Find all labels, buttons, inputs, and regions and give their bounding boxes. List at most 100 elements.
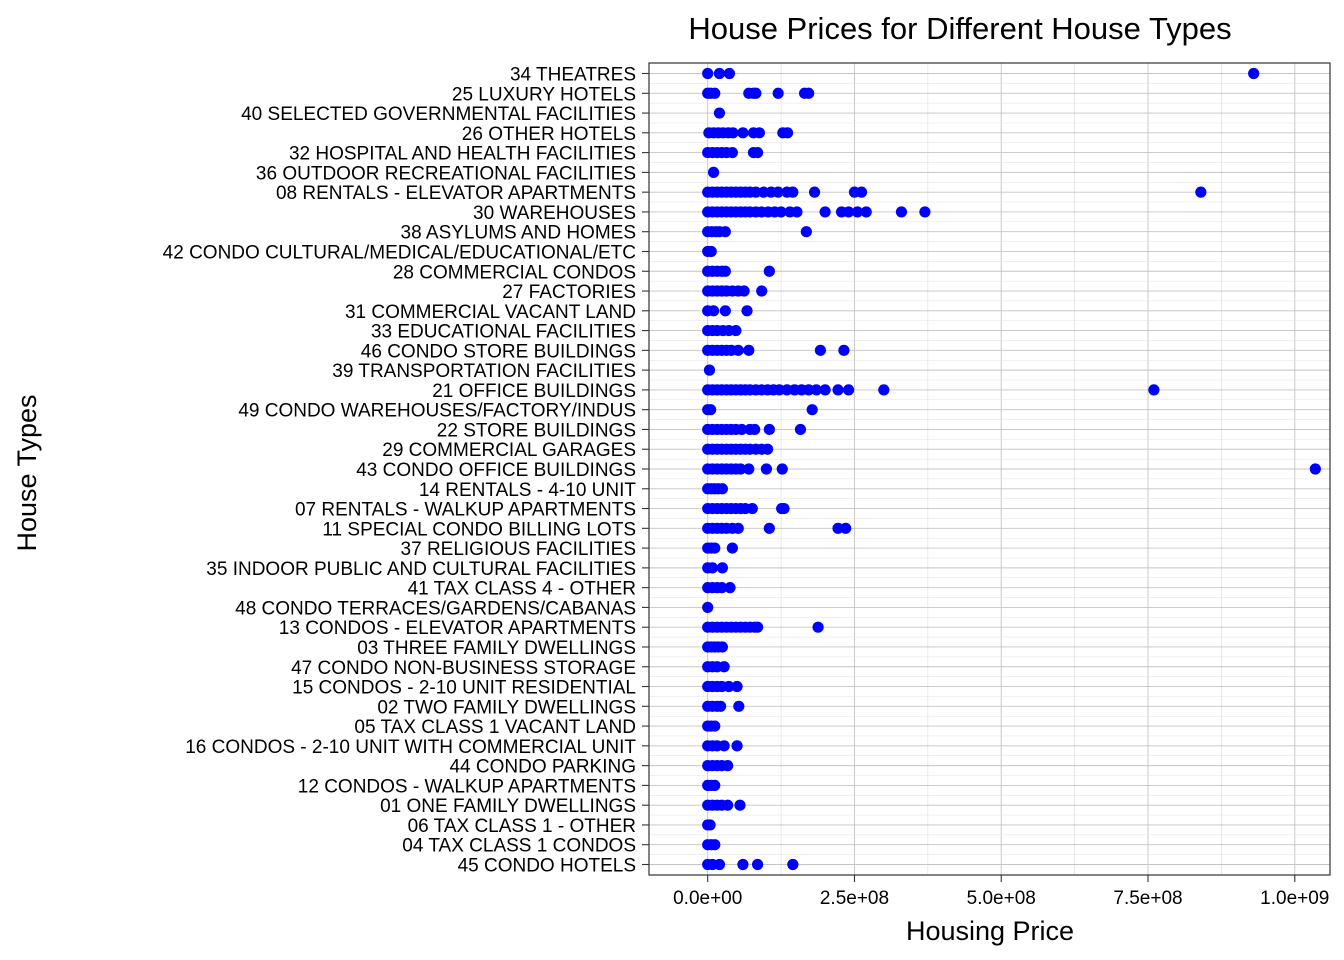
y-tick-label-41-tax-class-4-other: 41 TAX CLASS 4 - OTHER xyxy=(408,579,636,600)
y-tick-label-01-one-family-dwellings: 01 ONE FAMILY DWELLINGS xyxy=(380,796,636,817)
point-34-theatres xyxy=(723,67,736,80)
point-08-rentals-elevator-apartments xyxy=(855,186,868,198)
point-29-commercial-garages xyxy=(761,443,774,455)
y-tick-label-07-rentals-walkup-apartments: 07 RENTALS - WALKUP APARTMENTS xyxy=(295,500,636,521)
point-45-condo-hotels xyxy=(787,858,799,871)
point-41-tax-class-4-other xyxy=(716,582,728,594)
y-tick-label-46-condo-store-buildings: 46 CONDO STORE BUILDINGS xyxy=(361,341,636,362)
point-01-one-family-dwellings xyxy=(734,799,746,811)
point-36-outdoor-recreational-facilities xyxy=(707,166,720,178)
y-tick-label-08-rentals-elevator-apartments: 08 RENTALS - ELEVATOR APARTMENTS xyxy=(276,183,636,204)
point-25-luxury-hotels xyxy=(803,87,815,99)
point-43-condo-office-buildings xyxy=(760,463,773,475)
y-tick-label-42-condo-cultural-medical-educational-etc: 42 CONDO CULTURAL/MEDICAL/EDUCATIONAL/ET… xyxy=(163,242,636,263)
point-43-condo-office-buildings xyxy=(776,463,788,475)
point-46-condo-store-buildings xyxy=(743,344,755,356)
point-25-luxury-hotels xyxy=(750,87,762,99)
point-16-condos-2-10-unit-with-commercial-unit xyxy=(718,740,730,752)
point-02-two-family-dwellings xyxy=(733,700,745,712)
y-tick-label-34-theatres: 34 THEATRES xyxy=(510,65,636,86)
point-45-condo-hotels xyxy=(752,858,764,871)
point-11-special-condo-billing-lots xyxy=(763,522,775,534)
point-14-rentals-4-10-unit xyxy=(716,483,728,495)
point-32-hospital-and-health-facilities xyxy=(726,147,738,159)
y-tick-label-14-rentals-4-10-unit: 14 RENTALS - 4-10 UNIT xyxy=(419,480,637,501)
point-21-office-buildings xyxy=(1148,384,1160,396)
point-26-other-hotels xyxy=(737,127,749,139)
y-tick-label-06-tax-class-1-other: 06 TAX CLASS 1 - OTHER xyxy=(408,816,636,837)
y-tick-label-39-transportation-facilities: 39 TRANSPORTATION FACILITIES xyxy=(332,361,636,382)
point-40-selected-governmental-facilities xyxy=(713,107,726,119)
y-tick-label-13-condos-elevator-apartments: 13 CONDOS - ELEVATOR APARTMENTS xyxy=(279,618,636,639)
point-25-luxury-hotels xyxy=(709,87,721,99)
point-37-religious-facilities xyxy=(709,542,721,554)
x-tick-label-1: 2.5e+08 xyxy=(820,888,889,909)
point-46-condo-store-buildings xyxy=(814,344,827,356)
y-tick-label-37-religious-facilities: 37 RELIGIOUS FACILITIES xyxy=(401,539,636,560)
point-30-warehouses xyxy=(819,206,831,218)
point-39-transportation-facilities xyxy=(703,364,716,376)
point-28-commercial-condos xyxy=(763,265,775,277)
point-22-store-buildings xyxy=(749,423,761,436)
point-43-condo-office-buildings xyxy=(734,463,747,475)
point-44-condo-parking xyxy=(722,760,734,772)
point-22-store-buildings xyxy=(736,423,748,436)
point-13-condos-elevator-apartments xyxy=(752,621,764,633)
point-26-other-hotels xyxy=(727,127,739,139)
point-30-warehouses xyxy=(843,206,855,218)
y-tick-label-31-commercial-vacant-land: 31 COMMERCIAL VACANT LAND xyxy=(345,302,636,323)
y-tick-label-11-special-condo-billing-lots: 11 SPECIAL CONDO BILLING LOTS xyxy=(322,519,636,540)
point-38-asylums-and-homes xyxy=(800,226,812,238)
point-08-rentals-elevator-apartments xyxy=(787,186,799,198)
point-30-warehouses xyxy=(919,206,931,218)
x-tick-label-4: 1.0e+09 xyxy=(1260,888,1329,909)
y-tick-label-35-indoor-public-and-cultural-facilities: 35 INDOOR PUBLIC AND CULTURAL FACILITIES xyxy=(206,559,636,580)
point-28-commercial-condos xyxy=(719,265,731,277)
x-axis-labels: 0.0e+00 2.5e+08 5.0e+08 7.5e+08 1.0e+09 xyxy=(673,888,1329,909)
point-25-luxury-hotels xyxy=(772,87,784,99)
y-tick-label-27-factories: 27 FACTORIES xyxy=(502,282,636,303)
y-tick-label-44-condo-parking: 44 CONDO PARKING xyxy=(449,757,636,778)
point-49-condo-warehouses-factory-indus xyxy=(806,404,818,416)
point-21-office-buildings xyxy=(832,384,844,396)
point-05-tax-class-1-vacant-land xyxy=(709,720,721,732)
point-30-warehouses xyxy=(791,206,803,218)
point-11-special-condo-billing-lots xyxy=(840,522,852,534)
point-45-condo-hotels xyxy=(737,858,749,871)
point-01-one-family-dwellings xyxy=(722,799,734,811)
point-22-store-buildings xyxy=(794,423,807,436)
point-27-factories xyxy=(756,285,768,297)
point-31-commercial-vacant-land xyxy=(719,305,731,317)
point-21-office-buildings xyxy=(819,384,831,396)
point-07-rentals-walkup-apartments xyxy=(778,502,790,515)
point-03-three-family-dwellings xyxy=(716,641,728,653)
point-42-condo-cultural-medical-educational-etc xyxy=(705,245,717,258)
point-45-condo-hotels xyxy=(713,858,726,871)
point-43-condo-office-buildings xyxy=(1309,463,1321,475)
point-30-warehouses xyxy=(895,206,908,218)
point-21-office-buildings xyxy=(878,384,890,396)
y-tick-label-43-condo-office-buildings: 43 CONDO OFFICE BUILDINGS xyxy=(356,460,636,481)
grid xyxy=(649,63,1330,875)
point-41-tax-class-4-other xyxy=(724,582,736,594)
y-tick-label-25-luxury-hotels: 25 LUXURY HOTELS xyxy=(452,84,636,105)
y-tick-label-05-tax-class-1-vacant-land: 05 TAX CLASS 1 VACANT LAND xyxy=(354,717,636,738)
y-tick-label-12-condos-walkup-apartments: 12 CONDOS - WALKUP APARTMENTS xyxy=(298,776,636,797)
point-15-condos-2-10-unit-residential xyxy=(731,680,743,693)
x-axis-title: Housing Price xyxy=(906,916,1074,946)
point-15-condos-2-10-unit-residential xyxy=(723,680,735,693)
point-46-condo-store-buildings xyxy=(732,344,744,356)
y-tick-label-15-condos-2-10-unit-residential: 15 CONDOS - 2-10 UNIT RESIDENTIAL xyxy=(292,678,636,699)
point-11-special-condo-billing-lots xyxy=(732,522,744,534)
point-34-theatres xyxy=(702,67,714,80)
y-tick-label-45-condo-hotels: 45 CONDO HOTELS xyxy=(458,856,636,877)
y-tick-label-38-asylums-and-homes: 38 ASYLUMS AND HOMES xyxy=(401,223,636,244)
x-tick-label-0: 0.0e+00 xyxy=(673,888,742,909)
y-tick-label-36-outdoor-recreational-facilities: 36 OUTDOOR RECREATIONAL FACILITIES xyxy=(256,163,636,184)
point-07-rentals-walkup-apartments xyxy=(746,502,758,515)
y-tick-label-02-two-family-dwellings: 02 TWO FAMILY DWELLINGS xyxy=(377,697,636,718)
point-02-two-family-dwellings xyxy=(715,700,727,712)
point-08-rentals-elevator-apartments xyxy=(772,186,784,198)
